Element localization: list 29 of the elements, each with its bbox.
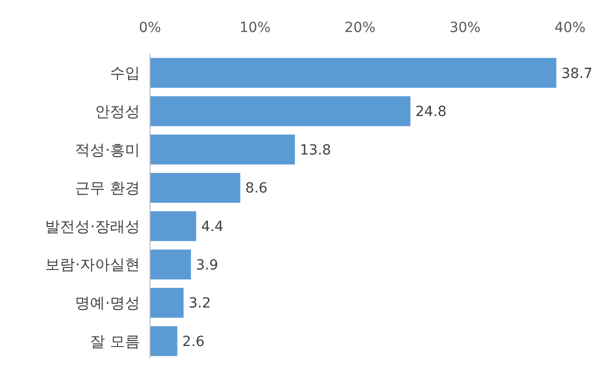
bar [150,134,295,164]
data-label: 13.8 [300,142,332,158]
bar [150,211,196,242]
y-tick-label: 수입 [110,64,140,82]
data-label: 24.8 [415,104,447,120]
bar [150,326,178,356]
y-tick-label: 발전성·장래성 [45,217,140,236]
y-tick-label: 근무 환경 [75,179,140,198]
data-label: 3.2 [188,296,211,312]
data-label: 38.7 [561,66,593,82]
bar [150,58,556,88]
x-tick-label: 0% [138,20,162,36]
bar [150,172,240,203]
bar [150,250,191,280]
data-label: 4.4 [201,219,224,236]
x-tick-label: 20% [344,20,376,36]
y-tick-label: 잘 모름 [90,332,140,350]
y-tick-label: 안정성 [95,102,140,120]
y-tick-label: 적성·흥미 [75,140,140,159]
x-tick-label: 10% [239,20,271,36]
y-tick-label: 보람·자아실현 [45,256,140,274]
x-tick-label: 30% [449,20,481,36]
bar [150,96,410,126]
data-label: 2.6 [182,334,205,350]
data-label: 8.6 [245,180,268,197]
bar [150,288,184,318]
y-tick-label: 명예·명성 [75,294,140,312]
data-label: 3.9 [196,257,218,274]
x-tick-label: 40% [554,20,586,36]
